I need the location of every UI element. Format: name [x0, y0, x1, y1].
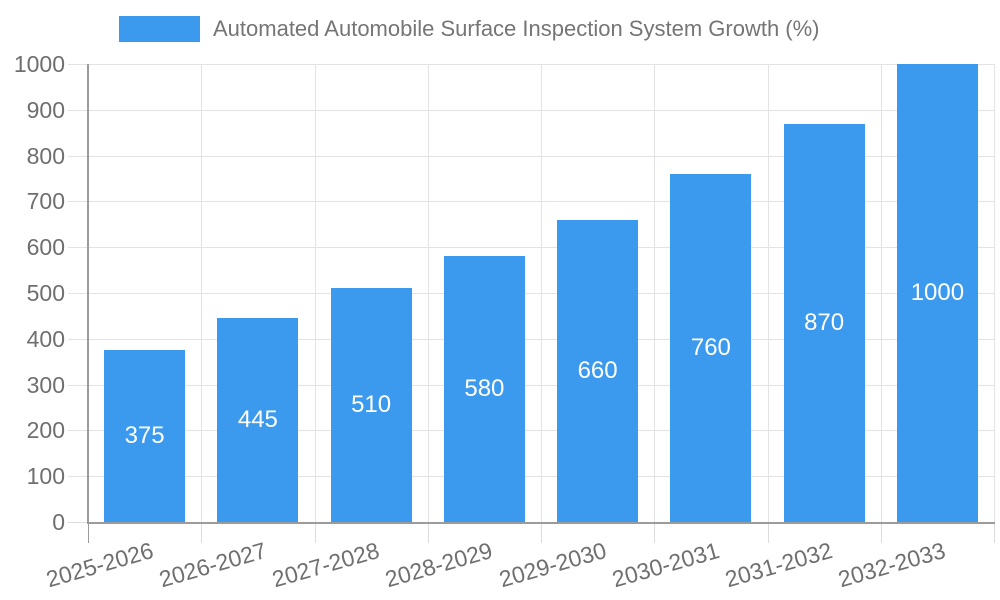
bar-value-label: 660	[577, 356, 618, 384]
y-gridline	[68, 156, 994, 157]
bar-value-label: 870	[804, 308, 845, 336]
legend-label: Automated Automobile Surface Inspection …	[213, 16, 820, 41]
x-tick	[994, 522, 995, 543]
y-axis-tick-label: 600	[26, 234, 65, 260]
y-axis-tick-label: 300	[26, 372, 65, 398]
x-axis-tick-label: 2029-2030	[495, 537, 609, 593]
x-gridline	[428, 64, 429, 522]
x-tick	[654, 522, 655, 543]
x-axis-tick-label: 2030-2031	[609, 537, 723, 593]
bar[interactable]: 870	[783, 123, 865, 522]
y-axis-tick-label: 200	[26, 417, 65, 443]
x-axis-tick-label: 2031-2032	[722, 537, 836, 593]
x-gridline	[768, 64, 769, 522]
bar[interactable]: 445	[217, 318, 299, 522]
y-axis-tick-label: 900	[26, 97, 65, 123]
y-tick	[68, 522, 88, 523]
x-tick	[541, 522, 542, 543]
bar-value-label: 510	[351, 391, 392, 419]
bar-value-label: 760	[690, 333, 731, 361]
bar-value-label: 375	[124, 422, 165, 450]
y-gridline	[68, 476, 994, 477]
y-gridline	[68, 293, 994, 294]
y-axis-tick-label: 100	[26, 463, 65, 489]
y-axis-tick-label: 0	[52, 509, 65, 535]
x-axis-tick-label: 2028-2029	[382, 537, 496, 593]
y-axis-tick-label: 800	[26, 143, 65, 169]
x-tick	[201, 522, 202, 543]
x-gridline	[994, 64, 995, 522]
bar-value-label: 1000	[910, 279, 965, 306]
bar-value-label: 580	[464, 375, 505, 403]
x-tick	[428, 522, 429, 543]
x-gridline	[654, 64, 655, 522]
legend[interactable]: Automated Automobile Surface Inspection …	[119, 16, 820, 42]
x-tick	[881, 522, 882, 543]
y-gridline	[68, 64, 994, 65]
bar[interactable]: 375	[104, 350, 186, 523]
y-gridline	[68, 247, 994, 248]
x-axis-tick-label: 2027-2028	[269, 537, 383, 593]
x-gridline	[201, 64, 202, 522]
x-gridline	[881, 64, 882, 522]
y-axis-tick-label: 1000	[13, 51, 65, 77]
bar-value-label: 445	[237, 406, 278, 434]
x-tick	[88, 522, 89, 543]
y-gridline	[68, 430, 994, 431]
y-gridline	[68, 201, 994, 202]
y-axis-line	[87, 64, 89, 522]
y-gridline	[68, 385, 994, 386]
x-gridline	[315, 64, 316, 522]
bar[interactable]: 660	[557, 219, 639, 522]
y-gridline	[68, 110, 994, 111]
bar[interactable]: 510	[330, 288, 412, 522]
y-axis-tick-label: 500	[26, 280, 65, 306]
legend-swatch-icon	[119, 16, 200, 42]
x-axis-line	[87, 522, 995, 524]
bar[interactable]: 760	[670, 173, 752, 522]
y-axis-tick-label: 700	[26, 188, 65, 214]
y-axis-tick-label: 400	[26, 326, 65, 352]
x-tick	[768, 522, 769, 543]
x-axis-tick-label: 2032-2033	[835, 537, 949, 593]
x-axis-tick-label: 2025-2026	[42, 537, 156, 593]
x-tick	[315, 522, 316, 543]
x-axis-tick-label: 2026-2027	[156, 537, 270, 593]
y-gridline	[68, 339, 994, 340]
bar[interactable]: 580	[443, 256, 525, 522]
bar[interactable]: 1000	[896, 64, 978, 522]
x-gridline	[541, 64, 542, 522]
